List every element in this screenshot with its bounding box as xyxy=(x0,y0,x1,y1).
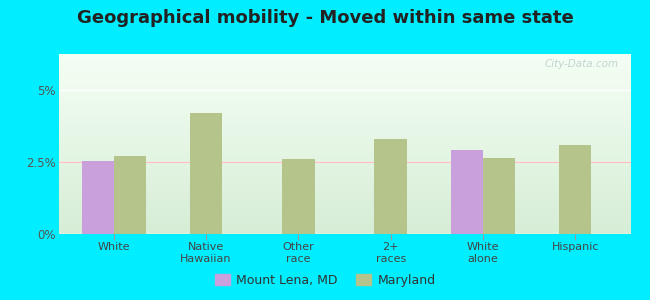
Bar xyxy=(374,139,407,234)
Legend: Mount Lena, MD, Maryland: Mount Lena, MD, Maryland xyxy=(211,270,439,291)
Text: Geographical mobility - Moved within same state: Geographical mobility - Moved within sam… xyxy=(77,9,573,27)
Bar xyxy=(559,145,592,234)
Bar xyxy=(81,160,114,234)
Bar xyxy=(282,159,315,234)
Bar xyxy=(190,113,222,234)
Bar xyxy=(114,156,146,234)
Bar xyxy=(450,151,483,234)
Bar xyxy=(483,158,515,234)
Text: City-Data.com: City-Data.com xyxy=(545,59,619,69)
